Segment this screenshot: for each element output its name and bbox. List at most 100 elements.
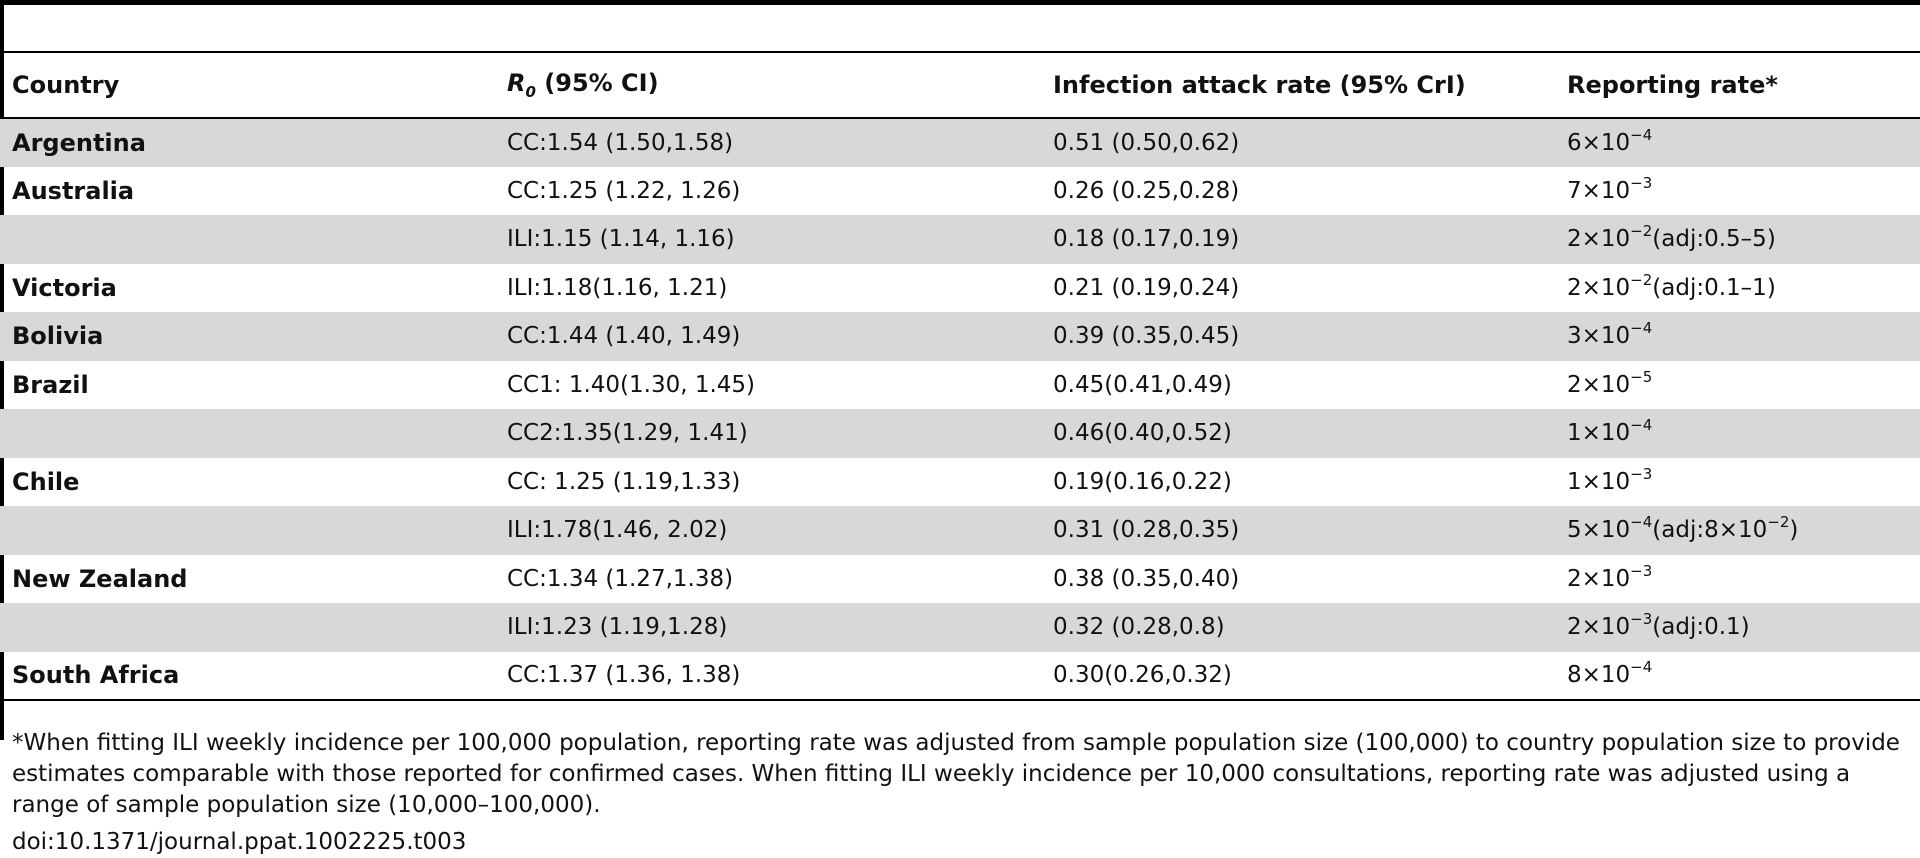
r0-cell: CC: 1.25 (1.19,1.33) <box>507 468 741 495</box>
reporting-adjustment-end: ) <box>1789 517 1799 544</box>
r0-cell: CC1: 1.40(1.30, 1.45) <box>507 371 756 398</box>
country-cell: Bolivia <box>0 312 495 361</box>
reporting-rate-cell: 8×10−4 <box>1555 651 1920 701</box>
table-row: Argentina CC:1.54 (1.50,1.58) 0.51 (0.50,0… <box>0 118 1920 167</box>
left-rule <box>0 0 4 740</box>
results-table: Country R0 (95% CI) Infection attack rat… <box>0 51 1920 701</box>
reporting-base: 3×10 <box>1567 323 1631 350</box>
reporting-exponent: −4 <box>1630 125 1653 144</box>
reporting-exponent: −4 <box>1630 416 1653 435</box>
r0-cell: ILI:1.18(1.16, 1.21) <box>507 274 728 301</box>
table-row: ILI:1.78(1.46, 2.02) 0.31 (0.28,0.35) 5×10… <box>0 506 1920 555</box>
reporting-rate-cell: 2×10−3(adj:0.1) <box>1555 603 1920 652</box>
table-row: Victoria ILI:1.18(1.16, 1.21) 0.21 (0.19,0… <box>0 264 1920 313</box>
attack-rate-cell: 0.26 (0.25,0.28) <box>1053 177 1240 204</box>
reporting-exponent: −4 <box>1630 319 1653 338</box>
reporting-base: 1×10 <box>1567 420 1631 447</box>
doi-line: doi:10.1371/journal.ppat.1002225.t003 <box>12 829 467 855</box>
table-row: New Zealand CC:1.34 (1.27,1.38) 0.38 (0.35… <box>0 555 1920 604</box>
reporting-rate-cell: 7×10−3 <box>1555 167 1920 216</box>
r0-cell: CC2:1.35(1.29, 1.41) <box>495 409 1041 458</box>
country-cell: Victoria <box>12 273 117 302</box>
country-cell: New Zealand <box>12 564 188 593</box>
r0-symbol: R <box>507 69 526 98</box>
table-row: CC2:1.35(1.29, 1.41) 0.46(0.40,0.52) 1×10−… <box>0 409 1920 458</box>
reporting-rate-cell: 2×10−3 <box>1555 555 1920 604</box>
results-table-container: Country R0 (95% CI) Infection attack rat… <box>0 51 1920 701</box>
r0-header-rest: (95% CI) <box>535 69 659 98</box>
reporting-rate-cell: 6×10−4 <box>1555 118 1920 167</box>
reporting-exponent: −4 <box>1630 513 1653 532</box>
reporting-base: 2×10 <box>1567 371 1631 398</box>
reporting-adjustment: (adj:8×10 <box>1652 517 1768 544</box>
attack-rate-cell: 0.30(0.26,0.32) <box>1041 651 1555 701</box>
reporting-adjustment: (adj:0.1) <box>1652 614 1750 641</box>
reporting-exponent: −3 <box>1630 561 1653 580</box>
header-country: Country <box>0 51 495 119</box>
country-cell: Brazil <box>12 370 89 399</box>
country-cell: Australia <box>12 176 135 205</box>
reporting-base: 2×10 <box>1567 226 1631 253</box>
reporting-base: 5×10 <box>1567 517 1631 544</box>
attack-rate-cell: 0.46(0.40,0.52) <box>1041 409 1555 458</box>
table-row: Brazil CC1: 1.40(1.30, 1.45) 0.45(0.41,0.4… <box>0 361 1920 410</box>
table-footnote: *When fitting ILI weekly incidence per 1… <box>12 730 1900 818</box>
attack-rate-cell: 0.45(0.41,0.49) <box>1053 371 1232 398</box>
reporting-base: 1×10 <box>1567 468 1631 495</box>
top-rule <box>0 0 1920 5</box>
reporting-base: 7×10 <box>1567 177 1631 204</box>
country-cell: South Africa <box>0 651 495 701</box>
country-cell: Argentina <box>0 118 495 167</box>
attack-rate-cell: 0.18 (0.17,0.19) <box>1041 215 1555 264</box>
reporting-rate-cell: 2×10−2(adj:0.5–5) <box>1555 215 1920 264</box>
reporting-rate-cell: 1×10−3 <box>1555 458 1920 507</box>
table-row: ILI:1.23 (1.19,1.28) 0.32 (0.28,0.8) 2×10−… <box>0 603 1920 652</box>
country-cell <box>0 603 495 652</box>
r0-subscript: 0 <box>525 82 536 101</box>
table-header-row: Country R0 (95% CI) Infection attack rat… <box>0 51 1920 119</box>
table-row: South Africa CC:1.37 (1.36, 1.38) 0.30(0.2… <box>0 651 1920 701</box>
table-row: Bolivia CC:1.44 (1.40, 1.49) 0.39 (0.35,0.… <box>0 312 1920 361</box>
header-reporting-rate: Reporting rate* <box>1555 51 1920 119</box>
r0-cell: ILI:1.15 (1.14, 1.16) <box>495 215 1041 264</box>
reporting-exponent: −2 <box>1630 222 1653 241</box>
header-r0: R0 (95% CI) <box>495 51 1041 119</box>
reporting-adjustment-exponent: −2 <box>1767 513 1790 532</box>
reporting-base: 2×10 <box>1567 565 1631 592</box>
country-cell <box>0 506 495 555</box>
r0-cell: CC:1.54 (1.50,1.58) <box>495 118 1041 167</box>
reporting-base: 6×10 <box>1567 129 1631 156</box>
reporting-base: 2×10 <box>1567 614 1631 641</box>
reporting-exponent: −2 <box>1630 270 1653 289</box>
attack-rate-cell: 0.51 (0.50,0.62) <box>1041 118 1555 167</box>
table-row: Chile CC: 1.25 (1.19,1.33) 0.19(0.16,0.22)… <box>0 458 1920 507</box>
reporting-exponent: −5 <box>1630 367 1653 386</box>
r0-cell: CC:1.37 (1.36, 1.38) <box>495 651 1041 701</box>
attack-rate-cell: 0.19(0.16,0.22) <box>1053 468 1232 495</box>
reporting-adjustment: (adj:0.5–5) <box>1652 226 1776 253</box>
r0-cell: ILI:1.23 (1.19,1.28) <box>495 603 1041 652</box>
reporting-rate-cell: 3×10−4 <box>1555 312 1920 361</box>
attack-rate-cell: 0.32 (0.28,0.8) <box>1041 603 1555 652</box>
reporting-rate-cell: 2×10−5 <box>1555 361 1920 410</box>
reporting-rate-cell: 1×10−4 <box>1555 409 1920 458</box>
r0-cell: CC:1.25 (1.22, 1.26) <box>507 177 741 204</box>
reporting-exponent: −3 <box>1630 464 1653 483</box>
reporting-base: 2×10 <box>1567 274 1631 301</box>
header-attack-rate: Infection attack rate (95% CrI) <box>1041 51 1555 119</box>
table-row: ILI:1.15 (1.14, 1.16) 0.18 (0.17,0.19) 2×1… <box>0 215 1920 264</box>
reporting-rate-cell: 5×10−4(adj:8×10−2) <box>1555 506 1920 555</box>
reporting-exponent: −4 <box>1630 658 1653 677</box>
reporting-exponent: −3 <box>1630 173 1653 192</box>
reporting-adjustment: (adj:0.1–1) <box>1652 274 1776 301</box>
reporting-rate-cell: 2×10−2(adj:0.1–1) <box>1555 264 1920 313</box>
country-cell <box>0 215 495 264</box>
r0-cell: CC:1.44 (1.40, 1.49) <box>495 312 1041 361</box>
attack-rate-cell: 0.39 (0.35,0.45) <box>1041 312 1555 361</box>
reporting-exponent: −3 <box>1630 610 1653 629</box>
reporting-base: 8×10 <box>1567 662 1631 689</box>
attack-rate-cell: 0.38 (0.35,0.40) <box>1053 565 1240 592</box>
country-cell <box>0 409 495 458</box>
country-cell: Chile <box>12 467 80 496</box>
table-body: Argentina CC:1.54 (1.50,1.58) 0.51 (0.50,0… <box>0 118 1920 701</box>
